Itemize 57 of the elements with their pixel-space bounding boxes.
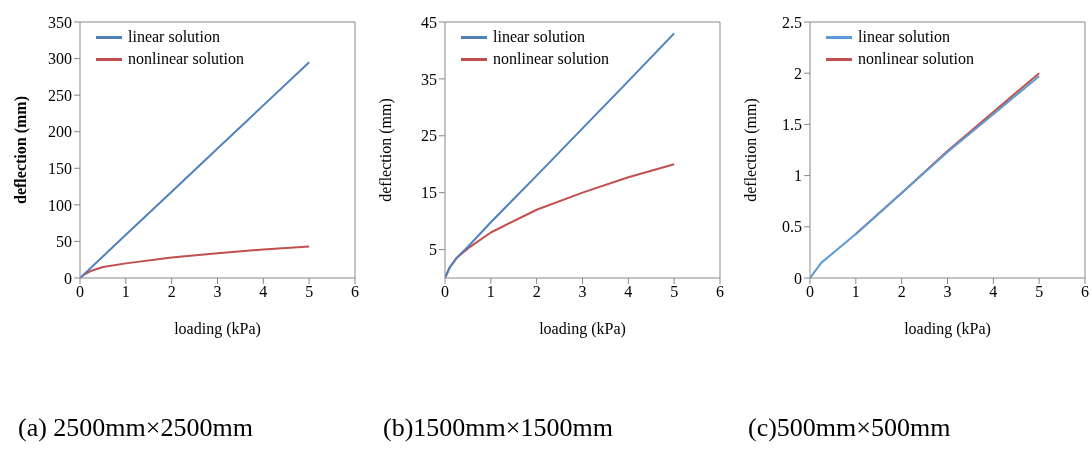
- x-tick-label: 6: [351, 283, 359, 301]
- x-tick-label: 6: [1081, 283, 1089, 301]
- x-tick-label: 6: [716, 283, 724, 301]
- legend-label: linear solution: [128, 27, 220, 47]
- y-tick-label: 35: [421, 70, 437, 88]
- x-tick-label: 3: [213, 283, 222, 301]
- x-tick-label: 4: [259, 283, 268, 301]
- x-tick-label: 3: [578, 283, 587, 301]
- y-tick-label: 150: [48, 159, 72, 177]
- x-tick-label: 1: [851, 283, 860, 301]
- y-tick-label: 100: [48, 196, 72, 214]
- x-tick-label: 0: [76, 283, 84, 301]
- y-axis-title: deflection (mm): [741, 98, 760, 202]
- x-tick-label: 5: [670, 283, 679, 301]
- y-tick-label: 15: [421, 184, 437, 202]
- y-tick-label: 300: [48, 50, 72, 68]
- y-tick-label: 2: [794, 64, 802, 82]
- y-tick-label: 45: [421, 13, 437, 31]
- x-tick-label: 2: [532, 283, 541, 301]
- x-tick-label: 0: [441, 283, 449, 301]
- y-axis-title: deflection (mm): [11, 96, 30, 204]
- legend-label: nonlinear solution: [128, 49, 244, 69]
- legend-label: nonlinear solution: [493, 49, 609, 69]
- y-tick-label: 2.5: [782, 13, 802, 31]
- x-tick-label: 4: [624, 283, 633, 301]
- x-tick-label: 1: [486, 283, 495, 301]
- x-tick-label: 5: [1035, 283, 1044, 301]
- x-tick-label: 3: [943, 283, 952, 301]
- x-tick-label: 0: [806, 283, 814, 301]
- y-tick-label: 1: [794, 167, 802, 185]
- legend-label: linear solution: [858, 27, 950, 47]
- text: (a) 2500mm×2500mm: [18, 413, 253, 443]
- legend-label: nonlinear solution: [858, 49, 974, 69]
- x-axis-title: loading (kPa): [174, 320, 261, 338]
- y-tick-label: 0: [794, 269, 802, 287]
- y-tick-label: 50: [56, 233, 72, 251]
- y-tick-label: 200: [48, 123, 72, 141]
- legend-label: linear solution: [493, 27, 585, 47]
- y-tick-label: 25: [421, 127, 437, 145]
- line-series: [810, 75, 1041, 278]
- y-tick-label: 250: [48, 86, 72, 104]
- x-tick-label: 5: [305, 283, 314, 301]
- y-tick-label: 1.5: [782, 116, 802, 134]
- y-tick-label: 0: [64, 269, 72, 287]
- y-tick-label: 0.5: [782, 218, 802, 236]
- x-axis-title: loading (kPa): [539, 320, 626, 338]
- x-axis-title: loading (kPa): [904, 320, 991, 338]
- line-series: [445, 32, 676, 278]
- text: (b)1500mm×1500mm: [383, 413, 613, 443]
- y-tick-label: 350: [48, 13, 72, 31]
- x-tick-label: 4: [989, 283, 998, 301]
- x-tick-label: 1: [121, 283, 130, 301]
- x-tick-label: 2: [897, 283, 906, 301]
- y-tick-label: 5: [429, 241, 437, 259]
- x-tick-label: 2: [167, 283, 176, 301]
- text: (c)500mm×500mm: [748, 413, 951, 443]
- y-axis-title: deflection (mm): [376, 98, 395, 202]
